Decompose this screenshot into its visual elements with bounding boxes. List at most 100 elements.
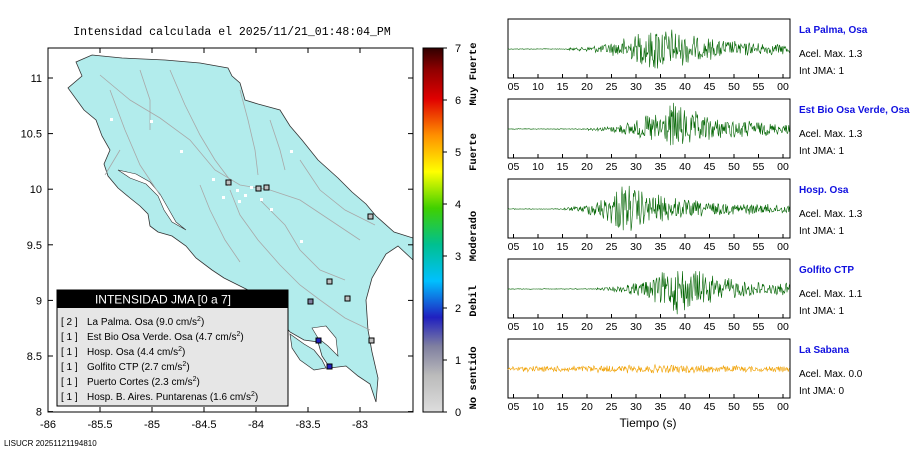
map-x-tick-label: -84.5: [191, 419, 216, 431]
colorbar-level-label: Moderado: [468, 211, 480, 261]
station-name: Est Bio Osa Verde, Osa: [799, 105, 910, 116]
costa-rica-land: [67, 54, 413, 403]
trace-panel: 05 10 15 20 25 30 35 40 45 50 55 00 La Sabana Acel. M…: [507, 338, 863, 413]
station-marker: [225, 179, 232, 186]
time-tick-label: 45: [704, 321, 716, 333]
map-x-tick-label: -85.5: [87, 419, 112, 431]
time-tick-label: 30: [630, 321, 642, 333]
time-tick-label: 35: [655, 401, 667, 413]
colorbar-tick-label: 5: [455, 147, 461, 159]
time-tick-label: 30: [630, 81, 642, 93]
time-tick-label: 40: [679, 401, 691, 413]
time-tick-label: 45: [704, 241, 716, 253]
waveform: [507, 363, 790, 374]
time-tick-label: 55: [753, 161, 765, 173]
time-tick-label: 50: [728, 401, 740, 413]
station-marker: [263, 184, 270, 191]
station-name: La Sabana: [799, 345, 849, 356]
station-name: Hosp. Osa: [799, 185, 849, 196]
legend-count: [ 1 ]: [61, 347, 78, 358]
colorbar-ticks: 7 6 5 4 3 2 1 0: [443, 43, 461, 419]
time-tick-label: 30: [630, 401, 642, 413]
time-tick-label: 10: [532, 161, 544, 173]
legend-header: [57, 290, 288, 308]
station-marker: [344, 295, 351, 302]
legend-title: INTENSIDAD JMA [0 a 7]: [95, 293, 231, 307]
time-tick-label: 05: [508, 81, 520, 93]
waveform: [507, 185, 790, 231]
colorbar-gradient: [422, 47, 444, 413]
time-tick-label: 50: [728, 241, 740, 253]
station-name: Golfito CTP: [799, 265, 854, 276]
station-marker: [255, 185, 262, 192]
waveform: [507, 102, 790, 146]
station-name: La Palma, Osa: [799, 25, 868, 36]
time-tick-label: 35: [655, 161, 667, 173]
map-y-tick-label: 11: [31, 73, 42, 85]
time-tick-label: 05: [508, 321, 520, 333]
time-tick-label: 20: [581, 81, 593, 93]
legend-box: [56, 289, 289, 407]
station-marker: [315, 337, 322, 344]
station-marker: [367, 213, 374, 220]
station-accel: Acel. Max. 1.1: [799, 289, 863, 300]
time-tick-label: 50: [728, 81, 740, 93]
station-jma: Int JMA: 1: [799, 306, 844, 317]
colorbar-tick-label: 2: [455, 303, 461, 315]
station-accel: Acel. Max. 1.3: [799, 129, 863, 140]
footer-code: LISUCR 20251121194810: [4, 439, 97, 448]
station-accel: Acel. Max. 1.3: [799, 49, 863, 60]
time-tick-label: 10: [532, 241, 544, 253]
station-marker: [326, 278, 333, 285]
time-tick-label: 35: [655, 81, 667, 93]
legend-station: Puerto Cortes (2.3 cm/s2): [87, 376, 200, 388]
time-tick-label: 25: [606, 321, 618, 333]
colorbar-level-label: Debil: [468, 285, 480, 317]
time-tick-label: 20: [581, 161, 593, 173]
time-tick-label: 15: [557, 161, 569, 173]
time-tick-label: 55: [753, 81, 765, 93]
time-tick-label: 10: [532, 321, 544, 333]
colorbar-tick-label: 1: [455, 355, 461, 367]
colorbar-tick-label: 4: [455, 199, 461, 211]
map-frame: [47, 47, 414, 413]
time-tick-label: 25: [606, 161, 618, 173]
colorbar-labels: Muy Fuerte Fuerte Moderado Debil No sentido: [468, 42, 480, 409]
map-y-tick-label: 8: [36, 407, 42, 419]
intensity-legend: INTENSIDAD JMA [0 a 7] [ 2 ] La Palma. Os…: [56, 289, 289, 407]
map-y-tick-label: 10: [30, 184, 42, 196]
time-tick-label: 10: [532, 81, 544, 93]
colorbar-tick-label: 0: [455, 407, 461, 419]
map-y-tick-label: 9: [36, 295, 42, 307]
colorbar-level-label: Muy Fuerte: [468, 42, 480, 105]
nicoya-gulf-water: [117, 169, 187, 231]
time-tick-label: 15: [557, 401, 569, 413]
colorbar-tick-label: 6: [455, 95, 461, 107]
time-tick-label: 10: [532, 401, 544, 413]
trace-frame: [507, 98, 791, 159]
time-tick-label: 50: [728, 321, 740, 333]
time-tick-label: 40: [679, 81, 691, 93]
map-x-tick-label: -83.5: [295, 419, 320, 431]
waveform: [507, 29, 790, 69]
osa-peninsula: [289, 333, 327, 371]
time-tick-label: 00: [777, 241, 789, 253]
time-tick-label: 20: [581, 321, 593, 333]
time-tick-label: 15: [557, 241, 569, 253]
time-tick-label: 50: [728, 161, 740, 173]
legend-station: Hosp. B. Aires. Puntarenas (1.6 cm/s2): [87, 391, 258, 403]
colorbar-tick-label: 7: [455, 43, 461, 55]
time-tick-label: 00: [777, 321, 789, 333]
time-tick-label: 55: [753, 401, 765, 413]
waveform: [507, 271, 790, 315]
trace-panel: 05 10 15 20 25 30 35 40 45 50 55 00 Golfito CTP Acel.…: [507, 258, 863, 333]
legend-station: La Palma. Osa (9.0 cm/s2): [87, 316, 204, 328]
time-tick-label: 45: [704, 81, 716, 93]
map-axes: -86 -85.5 -85 -84.5 -84 -83.5 -83 11 10.5 10 9.5 9 8…: [21, 48, 413, 431]
station-jma: Int JMA: 1: [799, 226, 844, 237]
time-axis-label: Tiempo (s): [620, 416, 677, 430]
waveform-traces: 05 10 15 20 25 30 35 40 45 50 55 00 La Palma, Osa Ace…: [507, 18, 910, 413]
map-y-tick-label: 10.5: [21, 129, 42, 141]
time-tick-label: 40: [679, 321, 691, 333]
